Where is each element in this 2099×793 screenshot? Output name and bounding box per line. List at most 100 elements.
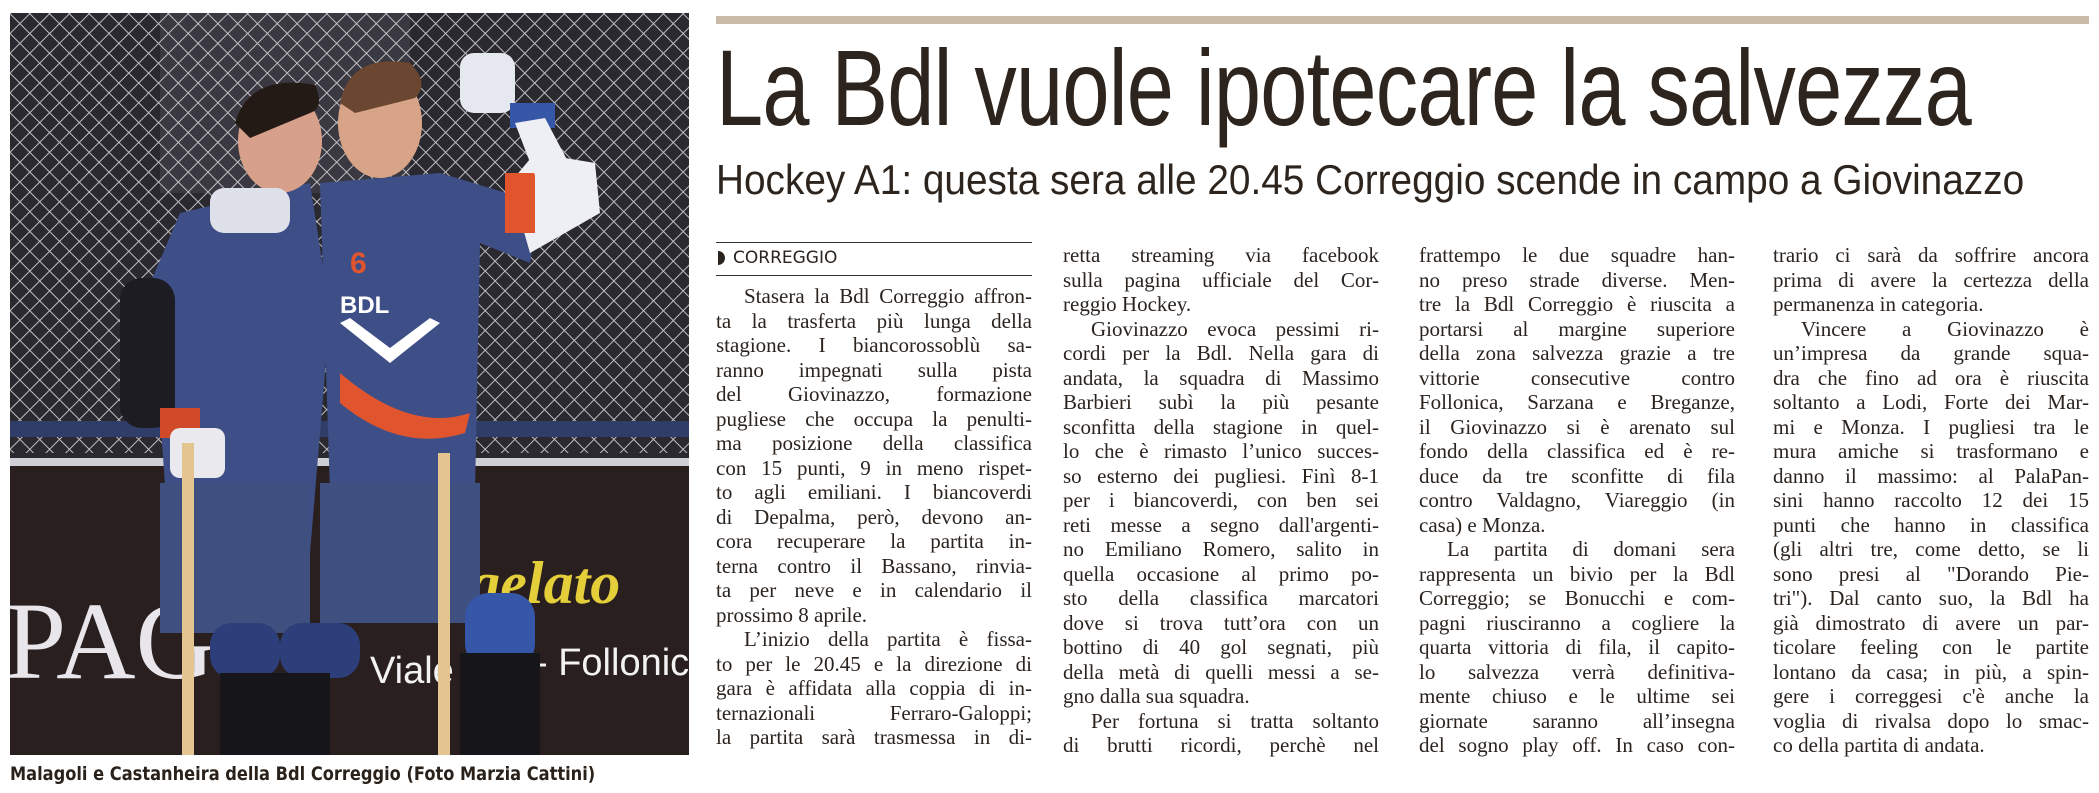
- article-text-line: del sogno play off. In caso con-: [1419, 733, 1735, 757]
- banner-lettering: - Follonica: [535, 642, 689, 684]
- jersey-logo: BDL: [340, 292, 389, 319]
- article-text-line: L’inizio della partita è fissa-: [744, 627, 1032, 651]
- article-text-line: duce da tre sconfitte di fila: [1419, 463, 1735, 488]
- article-text-line: sulla pagina ufficiale del Cor-: [1063, 267, 1379, 292]
- article-text-line: ta per neve e in calendario il: [716, 578, 1032, 602]
- article-text-line: cora recuperare la partita in-: [716, 529, 1032, 553]
- article-text-line: rappresenta un bivio per la Bdl: [1419, 561, 1735, 586]
- article-text-line: to agli emiliani. I biancoverdi: [716, 480, 1032, 504]
- article-text-line: to per le 20.45 e la direzione di: [716, 651, 1032, 676]
- article-text-line: (gli altri tre, come detto, se li: [1773, 537, 2089, 561]
- article-text-line: mi e Monza. I pugliesi tra le: [1773, 414, 2089, 439]
- article-text-line: il Giovinazzo si è arenato sul: [1419, 414, 1735, 439]
- article-text-line: portarsi al margine superiore: [1419, 316, 1735, 341]
- article-text-line: punti che hanno in classifica: [1773, 512, 2089, 537]
- article-text-line: vittorie consecutive contro: [1419, 365, 1735, 390]
- article-text-line: andata, la squadra di Massimo: [1063, 365, 1379, 390]
- article-text-line: trario ci sarà da soffrire ancora: [1773, 243, 2089, 267]
- article-text-line: dove si trova tutt’ora con un: [1063, 610, 1379, 635]
- article-text-line: lo salvezza verrà definitiva-: [1419, 659, 1735, 684]
- article-photo: PAG del gelato Viale I - Follonica: [10, 13, 689, 755]
- article-text-line: della zona salvezza grazie a tre: [1419, 341, 1735, 365]
- article-text-line: sono presi al "Dorando Pie-: [1773, 561, 2089, 586]
- article-text-line: cordi per la Bdl. Nella gara di: [1063, 341, 1379, 365]
- article-text-line: ranno impegnati sulla pista: [716, 357, 1032, 382]
- article-text-line: voglia di rivalsa dopo lo smac-: [1773, 708, 2089, 733]
- article-text-line: permanenza in categoria.: [1773, 292, 1984, 316]
- article-text-line: lontano da casa; in più, a spin-: [1773, 659, 2089, 684]
- article-text-line: terna contro il Bassano, rinvia-: [716, 553, 1032, 578]
- article-text-line: frattempo le due squadre han-: [1419, 243, 1735, 267]
- article-text-line: sto della classifica marcatori: [1063, 586, 1379, 610]
- article-text-line: tre la Bdl Correggio è riuscita a: [1419, 292, 1735, 316]
- article-text-line: co della partita di andata.: [1773, 733, 1985, 757]
- article-text-line: mura amiche si trasformano e: [1773, 439, 2089, 463]
- article-text-line: ternazionali Ferraro-Galoppi;: [716, 700, 1032, 725]
- jersey-number: 6: [350, 247, 367, 280]
- article-text-line: mente chiuso e le ultime sei: [1419, 684, 1735, 708]
- article-column-4: trario ci sarà da soffrire ancora prima d…: [1773, 243, 2089, 758]
- top-rule: [716, 16, 2089, 24]
- article-text-line: bottino di 40 gol segnati, più: [1063, 635, 1379, 659]
- kicker-label: CORREGGIO: [733, 248, 838, 268]
- article-text-line: retta streaming via facebook: [1063, 243, 1379, 267]
- article-text-line: danno il massimo: al PalaPan-: [1773, 463, 2089, 488]
- article-text-line: la partita sarà trasmessa in di-: [716, 725, 1032, 749]
- article-column-3: frattempo le due squadre han-no preso st…: [1419, 243, 1735, 758]
- kicker-marker-icon: [718, 251, 725, 265]
- article-text-line: di Depalma, però, devono an-: [716, 504, 1032, 529]
- article-text-line: già dimostrato di avere un par-: [1773, 610, 2089, 635]
- article-text-line: reti messe a segno dall'argenti-: [1063, 512, 1379, 537]
- article-text-line: di brutti ricordi, perchè nel: [1063, 733, 1379, 757]
- article-text-line: prossimo 8 aprile.: [716, 602, 868, 627]
- article-text-line: dra che fino ad ora è riuscita: [1773, 365, 2089, 390]
- article-text-line: Giovinazzo evoca pessimi ri-: [1091, 316, 1379, 341]
- article-text-line: pagni riusciranno a cogliere la: [1419, 610, 1735, 635]
- article-text-line: della metà di quelli messi a se-: [1063, 659, 1379, 684]
- article-text-line: Follonica, Sarzana e Breganze,: [1419, 390, 1735, 414]
- article-text-line: Stasera la Bdl Correggio affron-: [744, 284, 1032, 308]
- article-text-line: quarta vittoria di fila, il capito-: [1419, 635, 1735, 659]
- article-text-line: no Emiliano Romero, salito in: [1063, 537, 1379, 561]
- article-text-line: con 15 punti, 9 in meno rispet-: [716, 455, 1032, 480]
- article-text-line: ta la trasferta più lunga della: [716, 308, 1032, 333]
- article-text-line: sini hanno raccolto 12 dei 15: [1773, 488, 2089, 512]
- article-text-line: soltanto a Lodi, Forte dei Mar-: [1773, 390, 2089, 414]
- article-text-line: fondo della classifica ed è re-: [1419, 439, 1735, 463]
- article-text-line: tri"). Dal canto suo, la Bdl ha: [1773, 586, 2089, 610]
- article-text-line: Vincere a Giovinazzo è: [1801, 316, 2089, 341]
- article-column-2: retta streaming via facebook sulla pagina…: [1063, 243, 1379, 758]
- headline: La Bdl vuole ipotecare la salvezza: [716, 27, 1972, 148]
- article-text-line: pugliese che occupa la penulti-: [716, 406, 1032, 431]
- subheadline: Hockey A1: questa sera alle 20.45 Correg…: [716, 156, 2025, 203]
- article-text-line: del Giovinazzo, formazione: [716, 382, 1032, 406]
- article-text-line: quella occasione al primo po-: [1063, 561, 1379, 586]
- article-column-1: Stasera la Bdl Correggio affron-ta la tr…: [716, 284, 1032, 750]
- article-text-line: contro Valdagno, Viareggio (in: [1419, 488, 1735, 512]
- article-text-line: giornate saranno all’insegna: [1419, 708, 1735, 733]
- article-text-line: Correggio; se Bonucchi e com-: [1419, 586, 1735, 610]
- article-text-line: no preso strade diverse. Men-: [1419, 267, 1735, 292]
- article-text-line: sconfitta della stagione in quel-: [1063, 414, 1379, 439]
- article-text-line: per i biancoverdi, con ben sei: [1063, 488, 1379, 512]
- article-text-line: Per fortuna si tratta soltanto: [1091, 708, 1379, 733]
- article-text-line: casa) e Monza.: [1419, 512, 1546, 537]
- hockey-stick: [182, 443, 194, 755]
- section-kicker: CORREGGIO: [716, 242, 1032, 276]
- article-text-line: Barbieri subì la più pesante: [1063, 390, 1379, 414]
- article-text-line: gno dalla sua squadra.: [1063, 684, 1250, 708]
- article-text-line: gara è affidata alla coppia di in-: [716, 676, 1032, 700]
- article-text-line: stagione. I biancorossoblù sa-: [716, 333, 1032, 357]
- article-text-line: prima di avere la certezza della: [1773, 267, 2089, 292]
- article-text-line: La partita di domani sera: [1447, 537, 1735, 561]
- article-text-line: gere i correggesi c'è anche la: [1773, 684, 2089, 708]
- article-text-line: ma posizione della classifica: [716, 431, 1032, 455]
- article-text-line: reggio Hockey.: [1063, 292, 1192, 316]
- article-text-line: un’impresa da grande squa-: [1773, 341, 2089, 365]
- hockey-stick: [438, 453, 450, 755]
- article-text-line: so esterno dei pugliesi. Finì 8-1: [1063, 463, 1379, 488]
- banner-lettering: Viale I: [370, 650, 475, 692]
- photo-caption: Malagoli e Castanheira della Bdl Corregg…: [10, 763, 596, 785]
- article-text-line: ticolare feeling con le partite: [1773, 635, 2089, 659]
- hockey-players-image: PAG del gelato Viale I - Follonica: [10, 13, 689, 755]
